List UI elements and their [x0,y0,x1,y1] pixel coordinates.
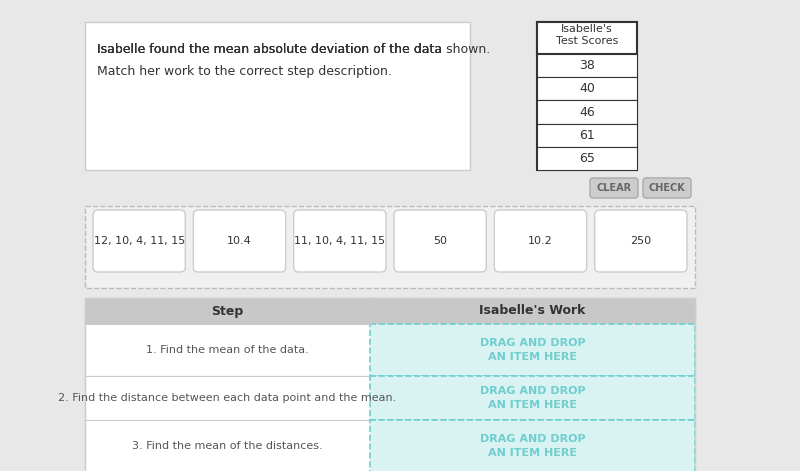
FancyBboxPatch shape [643,178,691,198]
Text: Isabelle found the mean absolute deviation of the data shown.: Isabelle found the mean absolute deviati… [97,43,490,56]
Text: 61: 61 [579,129,595,142]
FancyBboxPatch shape [85,206,695,288]
Text: DRAG AND DROP: DRAG AND DROP [480,338,586,348]
FancyBboxPatch shape [537,22,637,170]
Text: 38: 38 [579,59,595,72]
Text: Isabelle's
Test Scores: Isabelle's Test Scores [556,24,618,47]
Text: 12, 10, 4, 11, 15: 12, 10, 4, 11, 15 [94,236,185,246]
FancyBboxPatch shape [194,210,286,272]
Text: Match her work to the correct step description.: Match her work to the correct step descr… [97,65,392,78]
Text: DRAG AND DROP: DRAG AND DROP [480,434,586,444]
Text: 1. Find the mean of the data.: 1. Find the mean of the data. [146,345,309,355]
FancyBboxPatch shape [537,147,637,170]
FancyBboxPatch shape [594,210,687,272]
Text: 40: 40 [579,82,595,95]
Text: CLEAR: CLEAR [597,183,631,193]
Text: 10.4: 10.4 [227,236,252,246]
Text: 65: 65 [579,152,595,165]
FancyBboxPatch shape [590,178,638,198]
Text: 3. Find the mean of the distances.: 3. Find the mean of the distances. [132,441,323,451]
Text: 10.2: 10.2 [528,236,553,246]
FancyBboxPatch shape [537,77,637,100]
Text: CHECK: CHECK [649,183,686,193]
FancyBboxPatch shape [537,100,637,123]
Text: Isabelle's Work: Isabelle's Work [479,304,586,317]
FancyBboxPatch shape [370,324,695,376]
FancyBboxPatch shape [85,324,370,376]
Text: 11, 10, 4, 11, 15: 11, 10, 4, 11, 15 [294,236,386,246]
Text: Step: Step [211,304,244,317]
FancyBboxPatch shape [370,376,695,420]
FancyBboxPatch shape [394,210,486,272]
Text: 46: 46 [579,106,595,119]
Text: 2. Find the distance between each data point and the mean.: 2. Find the distance between each data p… [58,393,397,403]
Text: AN ITEM HERE: AN ITEM HERE [488,448,577,458]
Text: 250: 250 [630,236,651,246]
FancyBboxPatch shape [85,298,695,324]
Text: Isabelle found the mean absolute deviation of the data: Isabelle found the mean absolute deviati… [97,43,446,56]
FancyBboxPatch shape [370,420,695,471]
Text: AN ITEM HERE: AN ITEM HERE [488,400,577,410]
Text: AN ITEM HERE: AN ITEM HERE [488,352,577,362]
FancyBboxPatch shape [85,420,370,471]
Text: 50: 50 [433,236,447,246]
FancyBboxPatch shape [93,210,186,272]
FancyBboxPatch shape [537,22,637,54]
FancyBboxPatch shape [537,123,637,147]
FancyBboxPatch shape [294,210,386,272]
FancyBboxPatch shape [85,22,470,170]
Text: Isabelle found the mean absolute deviation of the data: Isabelle found the mean absolute deviati… [97,43,446,56]
Text: DRAG AND DROP: DRAG AND DROP [480,386,586,396]
FancyBboxPatch shape [85,376,370,420]
FancyBboxPatch shape [537,54,637,77]
FancyBboxPatch shape [494,210,586,272]
